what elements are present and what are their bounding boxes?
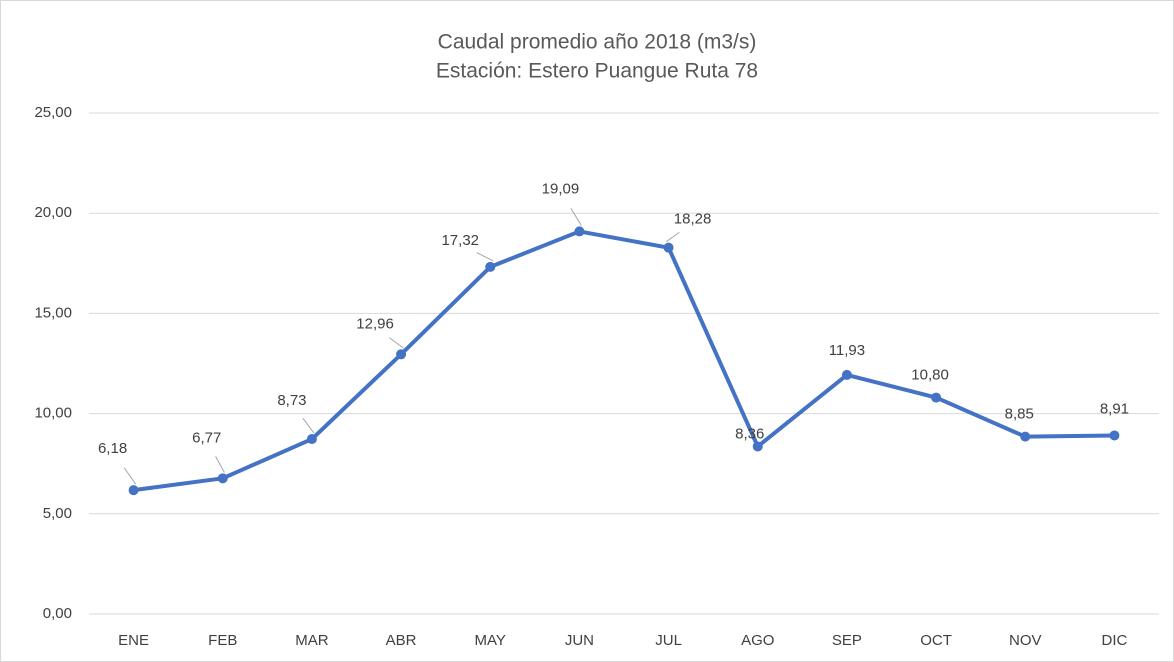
marker — [485, 261, 496, 272]
chart-title: Caudal promedio año 2018 (m3/s) — [438, 31, 757, 54]
marker — [128, 485, 139, 496]
y-tick-label: 15,00 — [34, 304, 72, 321]
marker — [574, 226, 585, 237]
data-label: 18,28 — [674, 211, 712, 228]
data-label: 11,93 — [829, 342, 865, 359]
marker — [1109, 430, 1120, 441]
y-tick-label: 10,00 — [34, 405, 72, 422]
x-tick-label: OCT — [920, 632, 952, 649]
marker — [841, 369, 852, 380]
marker — [663, 242, 674, 253]
data-label: 17,32 — [441, 232, 479, 249]
leader-line — [123, 467, 137, 485]
x-tick-label: SEP — [832, 632, 862, 649]
leader-line — [665, 231, 680, 243]
data-label: 19,09 — [542, 180, 580, 197]
x-tick-label: DIC — [1101, 632, 1127, 649]
data-label: 6,18 — [98, 440, 127, 457]
x-tick-label: MAR — [295, 632, 329, 649]
x-tick-label: MAY — [475, 632, 506, 649]
data-label: 12,96 — [356, 315, 394, 332]
x-tick-label: FEB — [208, 632, 237, 649]
x-tick-label: ABR — [386, 632, 417, 649]
x-tick-label: AGO — [741, 632, 774, 649]
x-tick-label: ENE — [118, 632, 149, 649]
data-label: 8,85 — [1005, 406, 1034, 423]
chart-subtitle: Estación: Estero Puangue Ruta 78 — [436, 60, 758, 83]
y-tick-label: 25,00 — [34, 104, 72, 121]
leader-line — [389, 337, 404, 349]
leader-line — [302, 417, 315, 434]
marker — [752, 441, 763, 452]
x-tick-label: JUN — [565, 632, 594, 649]
data-label: 8,73 — [277, 392, 306, 409]
marker — [931, 392, 942, 403]
y-tick-label: 20,00 — [34, 204, 72, 221]
data-label: 8,36 — [735, 425, 764, 442]
marker — [396, 349, 407, 360]
marker — [306, 434, 317, 445]
marker — [1020, 431, 1031, 442]
data-label: 8,91 — [1100, 400, 1129, 417]
x-tick-label: NOV — [1009, 632, 1042, 649]
leader-line — [215, 456, 225, 473]
y-tick-label: 5,00 — [43, 505, 72, 522]
data-label: 6,77 — [192, 429, 221, 446]
marker — [217, 473, 228, 484]
leader-line — [476, 252, 494, 262]
x-tick-label: JUL — [655, 632, 682, 649]
line — [133, 229, 1115, 493]
leader-line — [570, 208, 582, 226]
y-tick-label: 0,00 — [43, 605, 72, 622]
data-label: 10,80 — [911, 367, 949, 384]
